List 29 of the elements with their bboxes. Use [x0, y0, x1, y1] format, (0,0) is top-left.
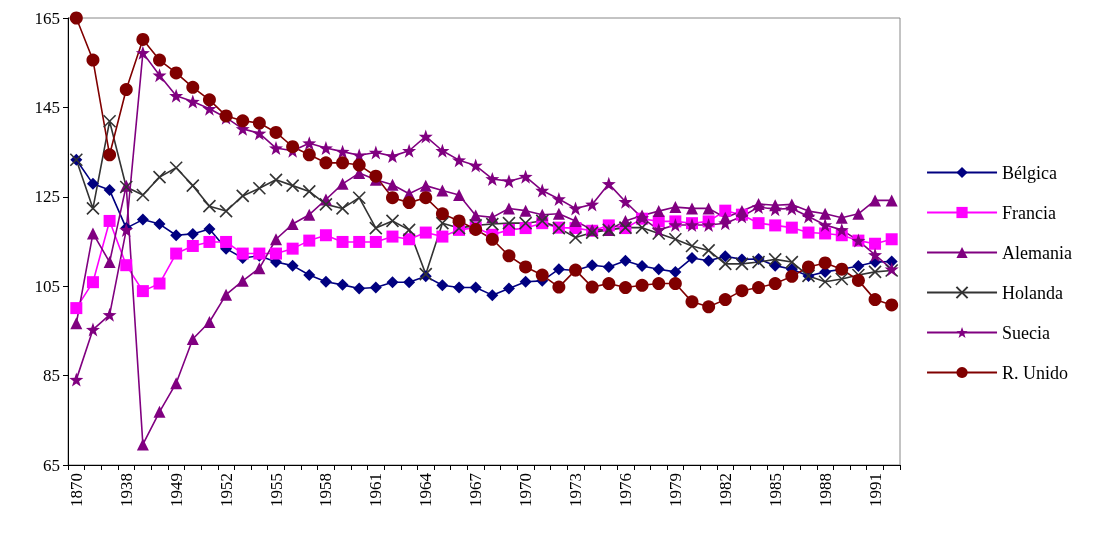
x-tick-label: 1938 [116, 473, 136, 507]
x-tick-label: 1952 [216, 473, 236, 507]
x-tick-label: 1955 [266, 473, 286, 507]
y-tick-label: 105 [34, 276, 60, 296]
x-tick-label: 1967 [466, 472, 486, 507]
x-tick-label: 1979 [665, 473, 685, 507]
x-tick-label: 1961 [366, 473, 386, 507]
legend-label: R. Unido [1002, 362, 1069, 383]
x-tick-label: 1949 [166, 473, 186, 507]
x-tick-label: 1985 [765, 473, 785, 507]
x-tick-label: 1982 [715, 473, 735, 507]
x-tick-label: 1991 [865, 473, 885, 507]
legend-label: Suecia [1002, 322, 1051, 343]
x-tick-label: 1958 [316, 473, 336, 507]
legend-label: Francia [1002, 202, 1057, 223]
y-tick-label: 125 [34, 187, 60, 207]
y-tick-label: 165 [34, 8, 60, 28]
x-tick-label: 1976 [615, 473, 635, 507]
x-tick-label: 1964 [416, 472, 436, 507]
y-tick-label: 85 [43, 366, 60, 386]
x-tick-label: 1973 [566, 473, 586, 507]
y-tick-label: 65 [43, 455, 60, 475]
legend-label: Alemania [1002, 242, 1073, 263]
x-tick-label: 1870 [66, 473, 86, 507]
x-tick-label: 1988 [815, 473, 835, 507]
legend-label: Bélgica [1002, 162, 1058, 183]
x-tick-label: 1970 [516, 473, 536, 507]
legend-label: Holanda [1002, 282, 1064, 303]
y-tick-label: 145 [34, 97, 60, 117]
